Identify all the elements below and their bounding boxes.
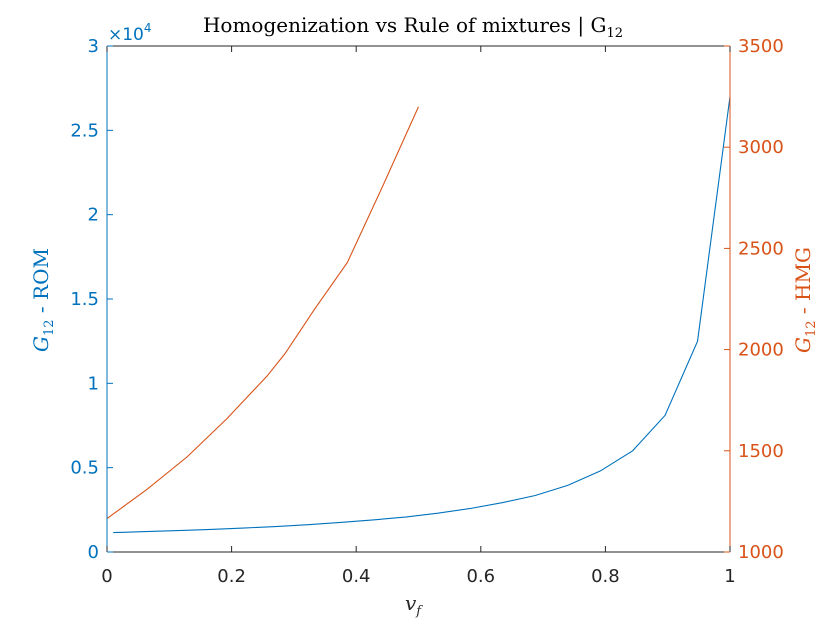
chart-title: Homogenization vs Rule of mixtures | G12 — [203, 13, 623, 41]
series-line-rom — [113, 96, 731, 534]
x-tick-label: 0.4 — [342, 566, 371, 587]
y-right-tick-label: 2500 — [738, 238, 784, 259]
x-axis-label-main: v — [405, 591, 417, 615]
axes-layer: 0 0.2 0.4 0.6 0.8 1 0 0.5 1 1.5 2 2.5 3 1000 1500 2000 2… — [70, 36, 783, 587]
y-left-axis-label-subscript: 12 — [42, 319, 57, 336]
y-left-tick-label: 0.5 — [70, 458, 99, 479]
series-layer — [106, 96, 731, 534]
y-left-exponent-power: 4 — [144, 21, 152, 35]
y-left-tick-label: 0 — [88, 542, 99, 563]
y-left-tick-label: 3 — [88, 36, 99, 57]
y-left-axis-label-main: G — [29, 336, 53, 352]
x-tick-label: 0.6 — [466, 566, 495, 587]
y-left-exponent-base: ×10 — [108, 25, 144, 45]
y-left-tick-label: 2 — [88, 205, 99, 226]
y-left-exponent: ×104 — [108, 21, 152, 45]
y-left-tick-label: 2.5 — [70, 120, 99, 141]
y-right-tick-label: 3500 — [738, 36, 784, 57]
x-tick-label: 0 — [101, 566, 112, 587]
y-right-tick-label: 3000 — [738, 137, 784, 158]
series-line-hmg — [106, 106, 420, 520]
x-axis-label: vf — [405, 591, 423, 619]
y-right-axis-label-subscript: 12 — [804, 320, 819, 337]
x-tick-label: 0.8 — [591, 566, 620, 587]
x-axis-label-subscript: f — [415, 604, 423, 619]
y-right-tick-label: 2000 — [738, 340, 784, 361]
y-left-axis-label-suffix: - ROM — [29, 248, 53, 319]
y-right-axis-label: G12 - HMG — [791, 247, 819, 353]
plot-area: 0 0.2 0.4 0.6 0.8 1 0 0.5 1 1.5 2 2.5 3 1000 1500 2000 2… — [70, 36, 783, 587]
y-right-tick-label: 1000 — [738, 542, 784, 563]
y-right-axis-label-suffix: - HMG — [791, 247, 815, 320]
y-right-axis-label-main: G — [791, 337, 815, 353]
y-left-tick-label: 1.5 — [70, 289, 99, 310]
chart-title-subscript: 12 — [606, 26, 623, 41]
chart-title-main: Homogenization vs Rule of mixtures | G — [203, 13, 606, 38]
y-right-tick-label: 1500 — [738, 441, 784, 462]
x-tick-label: 0.2 — [217, 566, 246, 587]
x-tick-label: 1 — [724, 566, 735, 587]
y-left-axis-label: G12 - ROM — [29, 248, 57, 352]
y-left-tick-label: 1 — [88, 373, 99, 394]
